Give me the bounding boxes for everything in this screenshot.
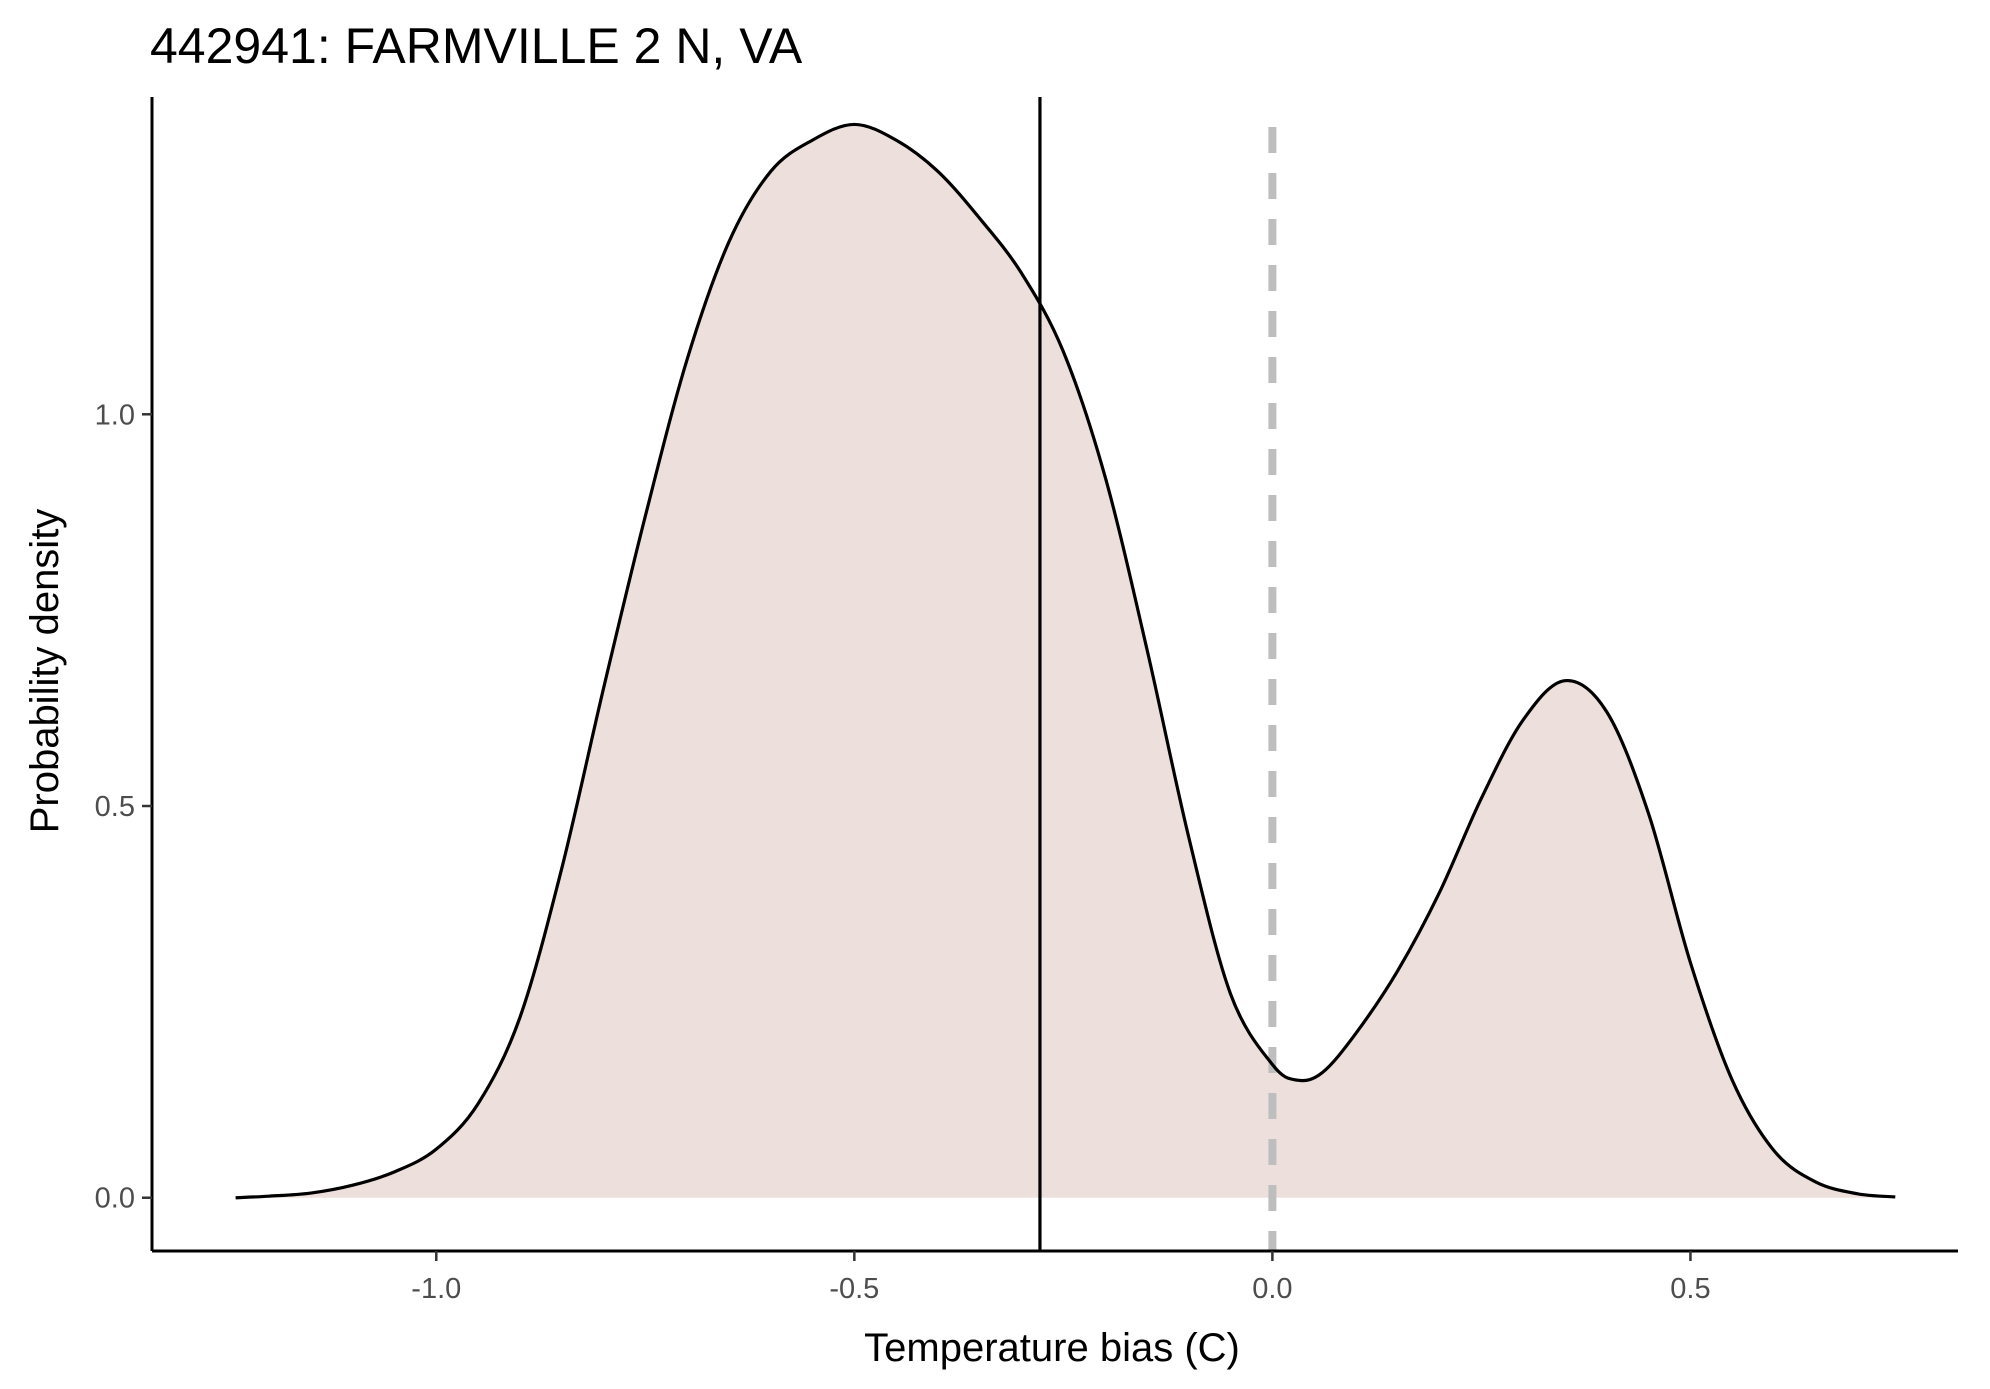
x-axis-title: Temperature bias (C)	[864, 1326, 1240, 1370]
chart-title: 442941: FARMVILLE 2 N, VA	[150, 18, 803, 74]
x-axis-ticks: -1.0 -0.5 0.0 0.5	[411, 1251, 1711, 1305]
y-tick-label: 0.0	[95, 1183, 135, 1215]
y-axis-ticks: 0.0 0.5 1.0	[95, 399, 152, 1215]
x-tick-label: -1.0	[411, 1273, 461, 1305]
density-area	[235, 124, 1896, 1198]
density-curve	[235, 122, 1896, 1200]
plot-area	[235, 97, 1896, 1251]
x-tick-label: -0.5	[829, 1273, 879, 1305]
y-tick-label: 0.5	[95, 791, 135, 823]
x-tick-label: 0.5	[1670, 1273, 1710, 1305]
axes	[150, 97, 1958, 1253]
x-tick-label: 0.0	[1252, 1273, 1292, 1305]
y-axis-title: Probability density	[23, 509, 67, 834]
y-tick-label: 1.0	[95, 399, 135, 431]
